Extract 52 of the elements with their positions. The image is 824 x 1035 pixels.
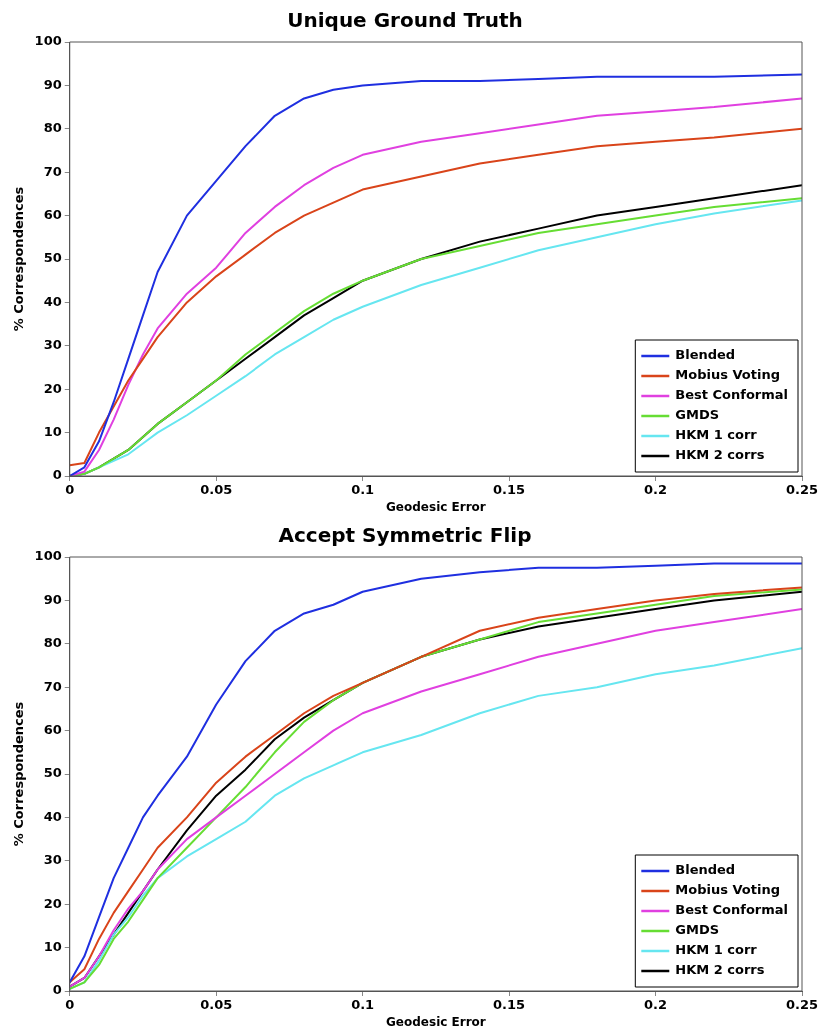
legend-label: Mobius Voting xyxy=(675,882,780,898)
y-tick-label: 70 xyxy=(43,678,62,694)
x-tick-label: 0.15 xyxy=(493,997,526,1013)
y-tick-label: 0 xyxy=(52,467,62,483)
legend-label: HKM 1 corr xyxy=(675,942,758,958)
legend-label: GMDS xyxy=(675,407,720,423)
y-tick-label: 80 xyxy=(43,635,62,651)
x-tick-label: 0.25 xyxy=(785,482,819,498)
y-axis-title: % Correspondences xyxy=(11,701,27,847)
x-tick-label: 0 xyxy=(65,997,75,1013)
y-tick-label: 0 xyxy=(52,982,62,998)
legend-label: Mobius Voting xyxy=(675,367,780,383)
y-axis-title: % Correspondences xyxy=(11,186,27,332)
legend-label: Blended xyxy=(675,862,736,878)
x-tick-label: 0.1 xyxy=(351,482,375,498)
y-tick-label: 10 xyxy=(43,423,62,439)
legend-label: HKM 2 corrs xyxy=(675,962,765,978)
chart-title: Accept Symmetric Flip xyxy=(278,523,532,548)
y-tick-label: 10 xyxy=(43,938,62,954)
x-tick-label: 0.15 xyxy=(493,482,526,498)
x-tick-label: 0.2 xyxy=(644,997,668,1013)
chart-title: Unique Ground Truth xyxy=(287,8,523,33)
x-axis-title: Geodesic Error xyxy=(386,1014,486,1029)
y-tick-label: 20 xyxy=(43,380,62,396)
legend-label: Best Conformal xyxy=(675,387,788,403)
y-tick-label: 50 xyxy=(43,765,62,781)
x-tick-label: 0.25 xyxy=(785,997,819,1013)
legend-label: Best Conformal xyxy=(675,902,788,918)
y-tick-label: 30 xyxy=(43,852,62,868)
x-tick-label: 0.1 xyxy=(351,997,375,1013)
x-axis-title: Geodesic Error xyxy=(386,499,486,514)
y-tick-label: 40 xyxy=(43,808,62,824)
x-tick-label: 0 xyxy=(65,482,75,498)
legend-label: Blended xyxy=(675,347,736,363)
x-tick-label: 0.05 xyxy=(200,482,233,498)
legend-label: HKM 2 corrs xyxy=(675,447,765,463)
y-tick-label: 90 xyxy=(43,591,62,607)
x-tick-label: 0.05 xyxy=(200,997,233,1013)
y-tick-label: 30 xyxy=(43,337,62,353)
y-tick-label: 50 xyxy=(43,250,62,266)
y-tick-label: 60 xyxy=(43,206,62,222)
legend-label: HKM 1 corr xyxy=(675,427,758,443)
x-tick-label: 0.2 xyxy=(644,482,668,498)
y-tick-label: 60 xyxy=(43,721,62,737)
y-tick-label: 40 xyxy=(43,293,62,309)
y-tick-label: 90 xyxy=(43,76,62,92)
y-tick-label: 100 xyxy=(34,33,62,49)
legend-label: GMDS xyxy=(675,922,720,938)
y-tick-label: 100 xyxy=(34,548,62,564)
y-tick-label: 80 xyxy=(43,120,62,136)
y-tick-label: 20 xyxy=(43,895,62,911)
y-tick-label: 70 xyxy=(43,163,62,179)
